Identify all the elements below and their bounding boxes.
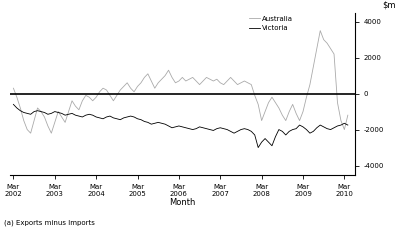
- Victoria: [222, 127, 226, 130]
- Victoria: [197, 126, 202, 128]
- Australia: [270, 96, 274, 99]
- Line: Victoria: Victoria: [13, 104, 348, 148]
- Australia: [318, 29, 323, 32]
- Australia: [225, 80, 229, 82]
- Victoria: [256, 146, 260, 149]
- Line: Australia: Australia: [13, 31, 348, 133]
- Australia: [173, 81, 178, 84]
- Australia: [28, 132, 33, 135]
- X-axis label: Month: Month: [169, 198, 196, 207]
- Y-axis label: $m: $m: [382, 0, 396, 10]
- Text: (a) Exports minus Imports: (a) Exports minus Imports: [4, 219, 95, 226]
- Legend: Australia, Victoria: Australia, Victoria: [246, 13, 296, 34]
- Victoria: [345, 124, 350, 126]
- Australia: [35, 107, 40, 109]
- Australia: [11, 87, 16, 90]
- Victoria: [11, 103, 16, 106]
- Victoria: [32, 110, 37, 113]
- Australia: [345, 114, 350, 116]
- Victoria: [39, 110, 43, 113]
- Victoria: [170, 126, 174, 129]
- Victoria: [270, 144, 274, 147]
- Australia: [200, 80, 205, 82]
- Australia: [42, 116, 47, 118]
